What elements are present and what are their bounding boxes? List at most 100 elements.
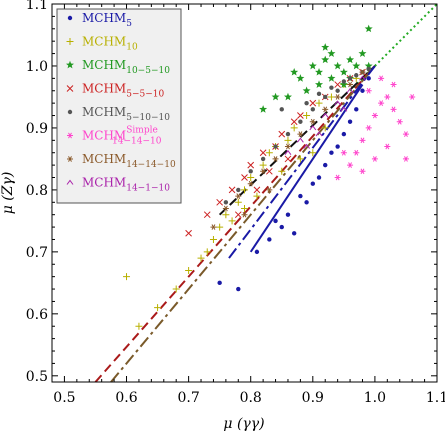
- data-point: [259, 149, 267, 157]
- data-point: [234, 198, 242, 206]
- x-axis-label: μ (γγ): [223, 416, 264, 432]
- data-point: [334, 100, 342, 106]
- data-point: [315, 80, 324, 88]
- y-axis-label: μ (Zγ): [0, 172, 16, 215]
- data-point: [266, 187, 273, 193]
- data-point: [365, 125, 372, 131]
- legend-label: MCHM14−1−10: [82, 176, 170, 194]
- y-tick-label: 1.1: [26, 0, 48, 13]
- data-point: [409, 94, 416, 100]
- data-point: [273, 144, 278, 149]
- legend-box: [56, 8, 182, 204]
- data-point: [228, 217, 236, 225]
- data-point: [354, 73, 359, 78]
- y-tick-label: 0.5: [26, 369, 48, 385]
- data-point: [236, 286, 241, 292]
- data-point: [254, 249, 260, 255]
- legend-label: MCHM10−5−10: [82, 58, 170, 76]
- data-point: [267, 237, 272, 242]
- data-point: [309, 99, 317, 107]
- data-point: [303, 143, 310, 149]
- data-point: [265, 149, 273, 157]
- data-point: [253, 186, 261, 194]
- data-point: [247, 180, 254, 187]
- data-point: [378, 75, 385, 82]
- data-point: [290, 67, 299, 76]
- data-point: [359, 168, 366, 175]
- legend-marker: [66, 179, 74, 185]
- data-point: [347, 119, 353, 124]
- x-tick-label: 0.8: [240, 390, 262, 406]
- data-point: [366, 76, 371, 81]
- data-point: [216, 198, 224, 206]
- data-point: [323, 162, 328, 168]
- data-point: [364, 24, 373, 33]
- x-tick-label: 0.7: [177, 390, 199, 406]
- reference-line: [94, 65, 376, 383]
- data-point: [366, 66, 371, 72]
- data-point: [241, 186, 248, 194]
- legend-marker: [67, 15, 73, 21]
- data-point: [402, 156, 409, 162]
- data-points: [123, 24, 416, 330]
- data-point: [253, 192, 261, 200]
- data-point: [310, 107, 316, 112]
- legend-marker: [66, 38, 74, 45]
- data-point: [308, 61, 317, 70]
- data-point: [303, 112, 311, 120]
- data-point: [358, 49, 367, 57]
- data-point: [310, 181, 316, 186]
- data-point: [309, 149, 317, 157]
- data-point: [185, 229, 192, 237]
- data-point: [384, 94, 391, 100]
- data-point: [347, 81, 354, 88]
- data-point: [371, 112, 378, 119]
- data-point: [339, 80, 348, 88]
- data-point: [396, 118, 403, 125]
- data-point: [271, 92, 280, 101]
- data-point: [334, 81, 341, 88]
- data-point: [296, 74, 305, 82]
- legend-marker: [67, 156, 73, 162]
- data-point: [291, 231, 297, 236]
- data-point: [135, 322, 143, 330]
- data-point: [352, 61, 361, 70]
- data-point: [354, 107, 359, 112]
- data-point: [334, 174, 341, 181]
- plot-frame: [51, 3, 438, 383]
- data-point: [322, 106, 329, 113]
- data-point: [329, 150, 334, 155]
- data-point: [284, 143, 291, 150]
- data-point: [248, 169, 253, 174]
- data-point: [272, 156, 279, 162]
- data-point: [346, 87, 354, 94]
- data-point: [236, 187, 241, 193]
- data-point: [304, 100, 309, 106]
- data-point: [334, 94, 341, 100]
- data-point: [309, 118, 316, 125]
- data-point: [279, 224, 284, 230]
- data-point: [216, 223, 224, 231]
- y-tick-label: 0.9: [26, 121, 48, 137]
- data-point: [228, 186, 236, 194]
- data-point: [316, 175, 322, 180]
- data-point: [347, 76, 353, 81]
- data-point: [222, 205, 229, 212]
- legend-label: MCHM5−5−10: [82, 82, 164, 100]
- data-point: [321, 43, 330, 51]
- data-point: [172, 285, 180, 293]
- data-point: [315, 67, 324, 76]
- data-point: [259, 105, 268, 113]
- data-point: [247, 161, 255, 169]
- data-point: [217, 280, 222, 286]
- data-point: [402, 131, 409, 137]
- legend-label: MCHMSimple 14−14−10: [82, 126, 162, 147]
- y-tick-label: 1.0: [26, 59, 48, 75]
- x-tick-label: 0.9: [302, 390, 324, 406]
- y-tick-label: 0.7: [26, 245, 48, 261]
- data-point: [390, 81, 397, 88]
- data-point: [304, 200, 309, 205]
- data-point: [259, 161, 267, 169]
- data-point: [384, 143, 391, 150]
- data-point: [283, 92, 292, 101]
